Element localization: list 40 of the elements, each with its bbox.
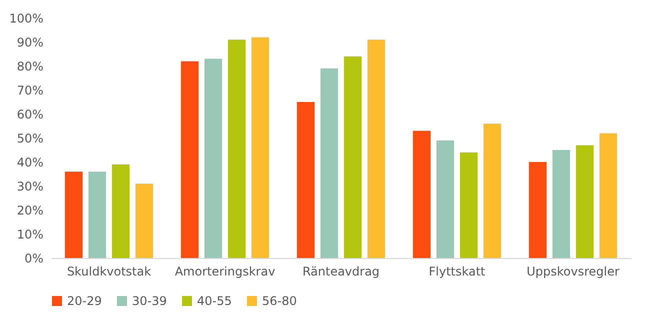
- y-tick-label: 90%: [16, 36, 44, 50]
- y-tick-label: 70%: [16, 84, 44, 98]
- bar: [412, 130, 431, 258]
- y-tick-label: 60%: [16, 108, 44, 122]
- y-tick-label: 40%: [16, 156, 44, 170]
- bar: [599, 133, 618, 258]
- y-tick-label: 20%: [16, 204, 44, 218]
- bar: [436, 140, 454, 258]
- x-tick-label: Amorteringskrav: [174, 264, 276, 278]
- bar: [344, 56, 362, 258]
- bar: [88, 172, 106, 258]
- bar: [367, 40, 386, 258]
- bar: [135, 184, 154, 258]
- y-tick-label: 80%: [16, 60, 44, 74]
- bar: [251, 37, 270, 258]
- bar: [64, 172, 83, 258]
- bar: [228, 40, 246, 258]
- y-tick-label: 50%: [16, 132, 44, 146]
- legend-label: 30-39: [132, 294, 167, 308]
- bar: [296, 102, 315, 258]
- legend-label: 20-29: [67, 294, 102, 308]
- x-tick-label: Skuldkvotstak: [66, 264, 152, 278]
- x-tick-label: Flyttskatt: [428, 264, 486, 278]
- bar: [204, 58, 222, 258]
- bar: [320, 68, 338, 258]
- bar: [552, 150, 570, 258]
- bar: [483, 124, 502, 258]
- bar: [112, 164, 130, 258]
- y-tick-label: 100%: [9, 12, 44, 26]
- y-tick-label: 0%: [24, 252, 44, 266]
- x-tick-label: Uppskovsregler: [526, 264, 620, 278]
- bar: [576, 145, 594, 258]
- y-tick-label: 10%: [16, 228, 44, 242]
- bar: [528, 162, 547, 258]
- x-tick-label: Ränteavdrag: [302, 264, 380, 278]
- y-tick-label: 30%: [16, 180, 44, 194]
- bar: [460, 152, 478, 258]
- legend-label: 56-80: [262, 294, 297, 308]
- legend-label: 40-55: [197, 294, 232, 308]
- bar: [180, 61, 199, 258]
